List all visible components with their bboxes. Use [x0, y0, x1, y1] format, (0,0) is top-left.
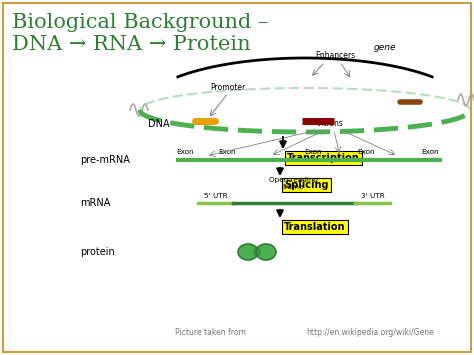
Text: protein: protein [80, 247, 115, 257]
Text: Exon: Exon [218, 149, 236, 155]
Text: Splicing: Splicing [284, 180, 328, 190]
Text: Transcription: Transcription [287, 153, 360, 163]
Text: mRNA: mRNA [80, 198, 110, 208]
Text: Open reading
frame: Open reading frame [270, 177, 319, 190]
Text: Picture taken from: Picture taken from [174, 328, 246, 337]
Text: DNA: DNA [148, 119, 170, 129]
Text: 5' UTR: 5' UTR [204, 193, 228, 199]
Text: Promoter: Promoter [210, 83, 246, 92]
Ellipse shape [238, 244, 258, 260]
Text: Exon: Exon [357, 149, 375, 155]
Text: pre-mRNA: pre-mRNA [80, 155, 130, 165]
Text: http://en.wikipedia.org/wiki/Gene: http://en.wikipedia.org/wiki/Gene [306, 328, 434, 337]
Ellipse shape [253, 247, 261, 257]
Text: Translation: Translation [284, 222, 346, 232]
Text: Introns: Introns [317, 119, 344, 128]
Text: 3' UTR: 3' UTR [361, 193, 384, 199]
Text: Exon: Exon [176, 149, 194, 155]
Text: Biological Background –: Biological Background – [12, 13, 268, 32]
Text: Exon: Exon [421, 149, 439, 155]
Text: Exon: Exon [304, 149, 322, 155]
Ellipse shape [256, 244, 276, 260]
Text: gene: gene [374, 43, 396, 52]
Text: Enhancers: Enhancers [315, 51, 355, 60]
Text: DNA → RNA → Protein: DNA → RNA → Protein [12, 35, 251, 54]
